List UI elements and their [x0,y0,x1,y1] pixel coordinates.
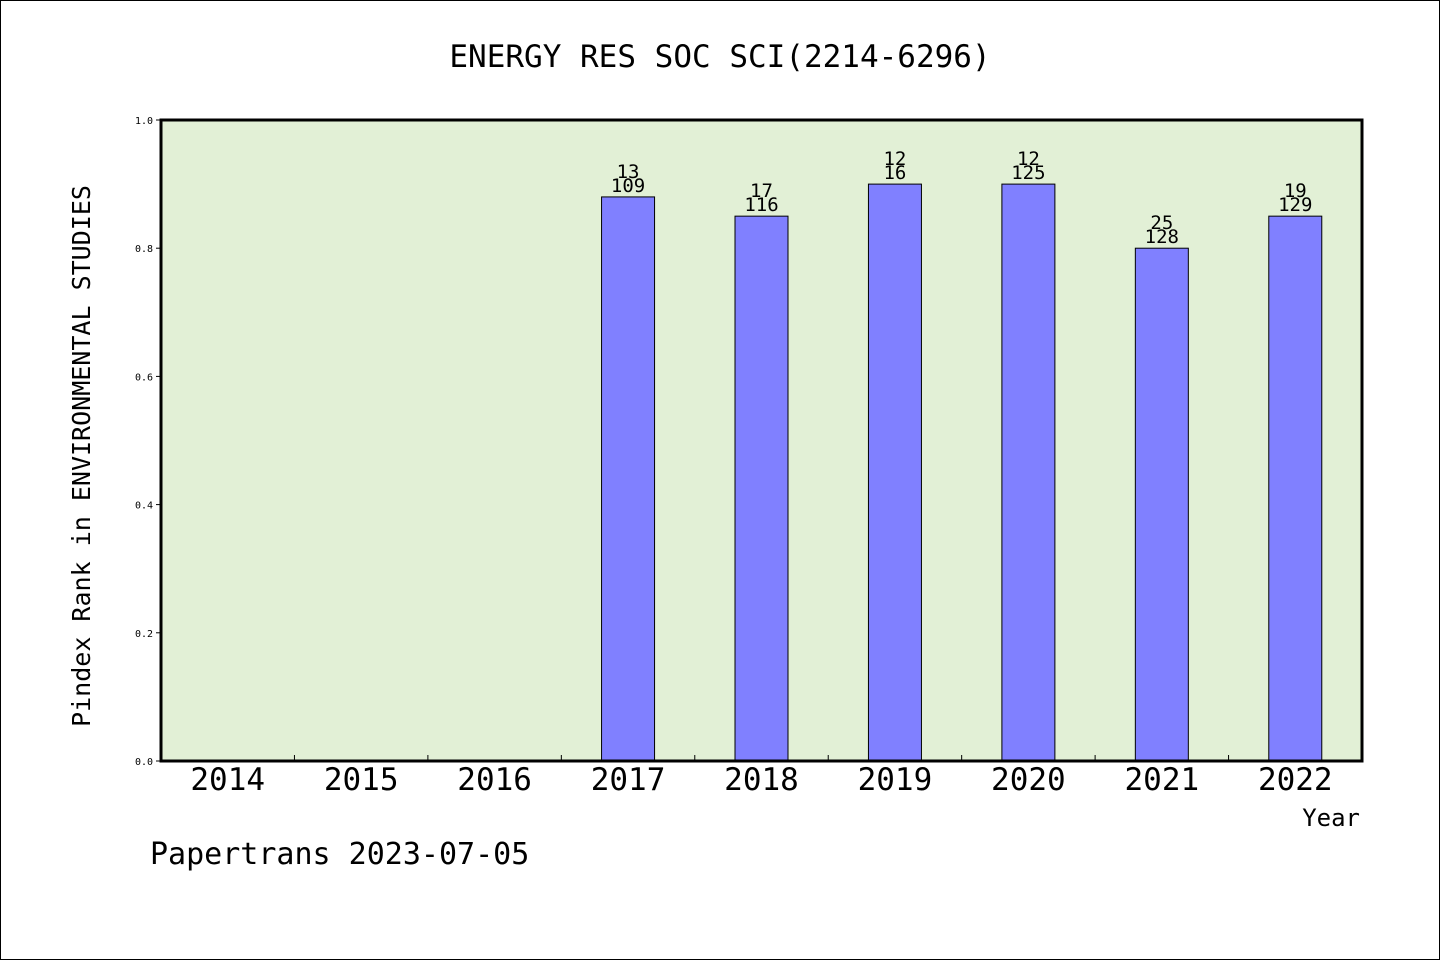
x-tick-label: 2020 [991,762,1066,798]
y-axis: 0.0 0.2 0.4 0.6 0.8 1.0 [135,116,161,768]
y-tick-label: 0.4 [135,501,153,512]
x-tick-label: 2022 [1258,762,1333,798]
bar-2019 [867,183,922,762]
x-tick-label: 2017 [591,762,666,798]
y-tick-label: 0.0 [135,757,153,768]
plot-border [159,118,1364,763]
bar-2020 [1001,183,1056,762]
x-axis: 2014 2015 2016 2017 2018 2019 2020 2021 2022 [190,755,1333,798]
y-tick-label: 1.0 [135,116,153,127]
y-tick-label: 0.2 [135,629,153,640]
data-label-bottom: 116 [744,194,778,216]
y-tick-label: 0.6 [135,372,153,383]
y-tick-label: 0.8 [135,244,153,255]
chart-title: ENERGY RES SOC SCI(2214-6296) [449,39,990,75]
bar-2018 [734,215,789,762]
data-label-bottom: 129 [1278,194,1312,216]
data-label-top: 17 [750,180,773,202]
x-tick-label: 2015 [324,762,399,798]
data-label-top: 12 [1017,148,1040,170]
x-tick-label: 2014 [190,762,265,798]
x-tick-label: 2016 [457,762,532,798]
x-tick-label: 2019 [858,762,933,798]
x-axis-label: Year [1302,804,1360,832]
bar-2022 [1268,215,1323,762]
bar-2021 [1134,247,1189,762]
data-label-top: 19 [1284,180,1307,202]
y-axis-label: Pindex Rank in ENVIRONMENTAL STUDIES [67,185,96,727]
data-label-top: 25 [1150,212,1173,234]
x-tick-label: 2021 [1125,762,1200,798]
x-tick-label: 2018 [724,762,799,798]
footer-text: Papertrans 2023-07-05 [150,837,529,872]
data-label-bottom: 16 [883,162,906,184]
data-label-top: 13 [617,161,640,183]
data-label-top: 12 [883,148,906,170]
data-label-bottom: 125 [1011,162,1045,184]
data-label-bottom: 109 [611,175,645,197]
bar-2017 [601,196,656,762]
data-label-bottom: 128 [1145,226,1179,248]
